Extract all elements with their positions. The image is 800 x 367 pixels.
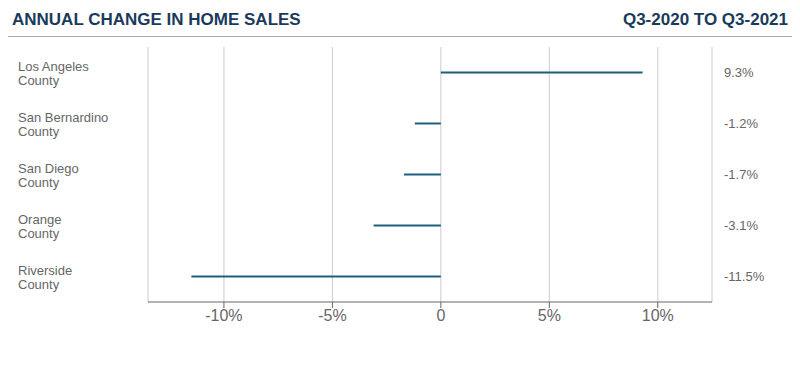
svg-text:-1.7%: -1.7% (724, 167, 758, 182)
svg-text:-3.1%: -3.1% (724, 218, 758, 233)
svg-text:-10%: -10% (205, 307, 242, 324)
html-text:Q3-2020 TO Q3-2021: Q3-2020 TO Q3-2021 (622, 10, 788, 29)
svg-text:OrangeCounty: OrangeCounty (18, 211, 61, 240)
svg-text:0: 0 (436, 307, 445, 324)
svg-text:-11.5%: -11.5% (724, 269, 765, 284)
svg-text:RiversideCounty: RiversideCounty (18, 262, 72, 291)
svg-text:5%: 5% (538, 307, 561, 324)
svg-text:-1.2%: -1.2% (724, 116, 758, 131)
svg-text:10%: 10% (642, 307, 674, 324)
svg-text:-5%: -5% (318, 307, 346, 324)
svg-text:San BernardinoCounty: San BernardinoCounty (18, 109, 108, 138)
svg-text:9.3%: 9.3% (724, 65, 754, 80)
svg-text:San DiegoCounty: San DiegoCounty (18, 160, 79, 189)
html-text:ANNUAL CHANGE IN HOME SALES: ANNUAL CHANGE IN HOME SALES (12, 10, 301, 29)
svg-text:Los AngelesCounty: Los AngelesCounty (18, 58, 89, 87)
